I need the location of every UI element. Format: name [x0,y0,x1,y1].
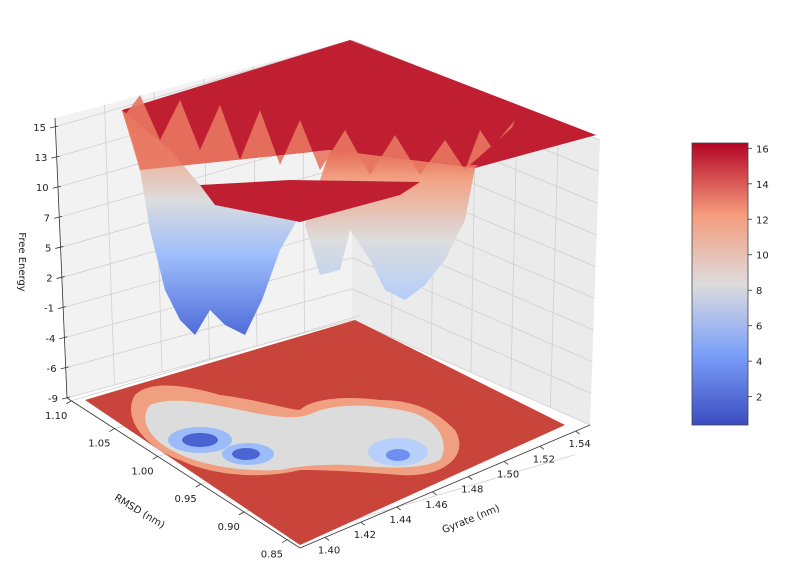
x-tick-mark [324,537,330,541]
z-tick-label: -4 [45,334,55,345]
y-tick-mark [195,483,201,488]
z-tick-label: -9 [48,394,58,405]
colorbar-tick-label: 6 [756,322,762,333]
z-axis-label: Free Energy [16,232,27,291]
x-tick-label: 1.54 [569,439,591,450]
z-tick-mark [52,185,61,189]
z-tick-label: 10 [36,183,49,194]
x-axis-line [299,424,591,549]
colorbar-tick-label: 12 [756,215,769,226]
y-tick-label: 1.05 [88,439,110,450]
x-tick-label: 1.50 [497,469,519,480]
surface-plateau-middle [200,180,420,222]
y-tick-label: 0.90 [218,522,240,533]
x-axis-label: Gyrate (nm) [441,503,502,536]
z-tick-label: 2 [46,274,52,285]
x-tick-label: 1.46 [425,500,447,511]
z-tick-label: 7 [44,213,50,224]
x-tick-mark [503,461,509,465]
floor-contour [85,320,565,545]
contour-well-2-inner [232,448,260,460]
axis-ticks: 15 13 10 7 5 2 -1 -4 -6 -9 1.10 1.05 1.00 0.95 0.90 0.8… [33,123,591,561]
x-tick-label: 1.48 [461,485,483,496]
x-tick-mark [396,506,401,511]
colorbar [691,142,749,426]
contour-well-1-inner [182,433,218,447]
y-tick-label: 0.95 [174,494,196,505]
colorbar-tick-label: 10 [756,251,769,262]
colorbar-tick-label: 2 [756,393,762,404]
surface-plateau-right [470,125,596,165]
surface-ridges [125,95,515,175]
y-tick-mark [66,400,72,405]
x-tick-mark [468,476,473,480]
x-tick-mark [575,430,580,435]
y-axis-line [66,397,301,549]
z-tick-label: -6 [47,364,57,375]
x-tick-label: 1.42 [354,530,376,541]
z-tick-label: -1 [44,304,54,315]
y-tick-mark [281,539,288,544]
z-tick-mark [55,246,64,249]
colorbar-tick-label: 4 [756,357,762,368]
z-tick-mark [59,336,68,340]
z-tick-label: 5 [45,243,51,254]
z-tick-mark [60,366,69,370]
z-axis-line [54,117,68,399]
x-tick-mark [432,491,437,496]
y-tick-mark [238,511,245,516]
y-tick-label: 0.85 [261,550,283,561]
z-tick-mark [49,125,59,129]
z-tick-mark [57,306,67,310]
x-tick-mark [539,445,545,450]
colorbar-tick-label: 14 [756,180,769,191]
x-tick-mark [360,521,366,526]
colorbar-tick-label: 8 [756,286,762,297]
colorbar-ticks: 16 14 12 10 8 6 4 2 [748,144,769,404]
x-tick-label: 1.40 [318,545,340,556]
y-tick-label: 1.00 [131,466,153,477]
y-grid-line [71,315,360,402]
energy-surface [122,40,596,335]
y-tick-mark [109,428,115,432]
z-tick-mark [51,155,60,159]
x-tick-label: 1.44 [390,515,412,526]
vertical-grid-line-right [549,123,560,408]
y-tick-label: 1.10 [45,411,67,422]
z-tick-label: 13 [35,153,48,164]
contour-well-3-inner [386,449,410,461]
z-tick-label: 15 [33,123,46,134]
y-tick-mark [152,455,158,460]
x-tick-label: 1.52 [533,454,555,465]
z-tick-mark [56,276,65,279]
z-tick-mark [53,215,63,219]
y-axis-label: RMSD (nm) [112,493,166,532]
vertical-grid-line-left [104,104,115,386]
z-tick-mark [61,396,71,400]
colorbar-tick-label: 16 [756,144,769,155]
